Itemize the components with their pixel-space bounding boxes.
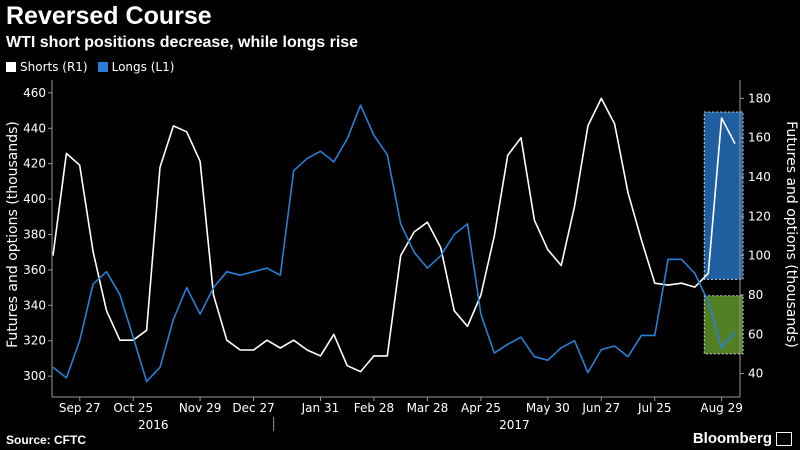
x-tick-label: Mar 28 — [407, 401, 449, 415]
right-tick-label: 160 — [748, 131, 771, 145]
left-tick-label: 320 — [23, 334, 46, 348]
year-label: 2016 — [138, 418, 169, 432]
bloomberg-logo: Bloomberg — [692, 430, 772, 447]
left-tick-label: 400 — [23, 192, 46, 206]
chart-title: Reversed Course — [6, 2, 212, 30]
legend-item-longs: Longs (L1) — [97, 60, 175, 74]
year-label: 2017 — [499, 418, 530, 432]
legend-swatch-shorts — [6, 62, 16, 72]
left-tick-label: 300 — [23, 369, 46, 383]
left-tick-label: 360 — [23, 263, 46, 277]
left-tick-label: 440 — [23, 121, 46, 135]
right-tick-label: 80 — [748, 288, 763, 302]
legend-swatch-longs — [97, 62, 108, 72]
left-tick-label: 340 — [23, 298, 46, 312]
legend: Shorts (R1) Longs (L1) — [6, 60, 174, 74]
x-tick-label: Jan 31 — [301, 401, 340, 415]
x-tick-label: Apr 25 — [461, 401, 501, 415]
x-tick-label: Sep 27 — [59, 401, 101, 415]
right-tick-label: 120 — [748, 209, 771, 223]
left-tick-label: 380 — [23, 228, 46, 242]
x-tick-label: Jul 25 — [637, 401, 672, 415]
legend-label-shorts: Shorts (R1) — [20, 60, 88, 74]
series-line-shorts — [52, 97, 736, 373]
x-tick-label: Oct 25 — [113, 401, 153, 415]
x-tick-label: May 30 — [526, 401, 570, 415]
series-layer — [52, 97, 736, 383]
x-tick-label: Dec 27 — [232, 401, 274, 415]
left-tick-label: 460 — [23, 86, 46, 100]
series-line-longs — [52, 104, 736, 383]
left-axis-title: Futures and options (thousands) — [5, 121, 21, 348]
right-tick-label: 60 — [748, 327, 763, 341]
highlight-box-longs — [703, 295, 744, 355]
chart-subtitle: WTI short positions decrease, while long… — [6, 34, 359, 51]
right-tick-label: 140 — [748, 170, 771, 184]
right-axis-title: Futures and options (thousands) — [783, 121, 799, 348]
right-tick-label: 180 — [748, 91, 771, 105]
x-tick-label: Nov 29 — [179, 401, 222, 415]
x-tick-label: Jun 27 — [581, 401, 620, 415]
x-tick-label: Feb 28 — [354, 401, 394, 415]
bloomberg-terminal-icon — [776, 432, 792, 446]
legend-item-shorts: Shorts (R1) — [6, 60, 88, 74]
legend-label-longs: Longs (L1) — [111, 60, 175, 74]
right-tick-label: 100 — [748, 249, 771, 263]
left-tick-label: 420 — [23, 157, 46, 171]
right-tick-label: 40 — [748, 367, 763, 381]
source-note: Source: CFTC — [6, 433, 87, 447]
axis-layer: 300 320 340 360 380 400 420 440 460 40 60 80 100 120 1… — [5, 80, 799, 432]
annotation-layer — [703, 111, 744, 355]
x-tick-label: Aug 29 — [700, 401, 743, 415]
